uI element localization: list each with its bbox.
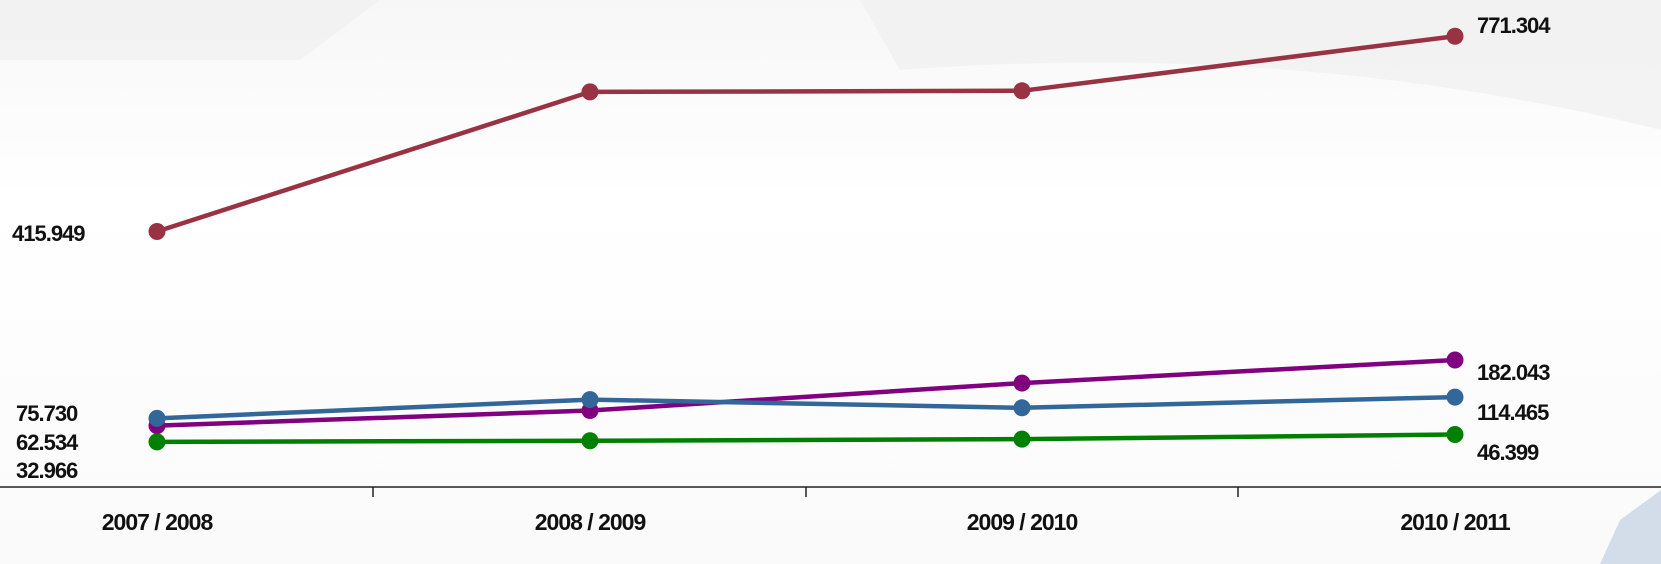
series-line (156, 432, 1456, 445)
data-point (1446, 388, 1464, 406)
data-label: 75.730 (16, 401, 78, 426)
data-point (581, 432, 599, 450)
series-layer (148, 27, 1464, 451)
data-label: 182.043 (1477, 360, 1550, 385)
data-label: 46.399 (1477, 440, 1539, 465)
series-line (156, 34, 1456, 234)
x-tick-label: 2009 / 2010 (967, 509, 1078, 535)
x-tick-label: 2010 / 2011 (1400, 509, 1510, 535)
data-point (148, 433, 166, 451)
data-label: 415.949 (12, 221, 85, 246)
data-point (1446, 351, 1464, 369)
x-tick-label: 2007 / 2008 (102, 509, 214, 535)
x-axis-ticks (372, 487, 1239, 497)
data-point (1446, 426, 1464, 444)
data-point (1013, 430, 1031, 448)
data-point (148, 409, 166, 427)
series-line (156, 357, 1456, 428)
x-tick-label: 2008 / 2009 (535, 509, 646, 535)
data-point (1013, 82, 1031, 100)
data-label: 771.304 (1477, 13, 1551, 38)
data-label: 32.966 (16, 458, 78, 483)
data-label: 62.534 (16, 430, 79, 455)
data-point (1013, 399, 1031, 417)
data-label: 114.465 (1477, 400, 1549, 425)
data-point (581, 391, 599, 409)
data-label-layer: 415.949 771.304 62.534 182.043 75.730 114.465… (12, 13, 1552, 483)
series-line (156, 394, 1456, 421)
data-point (148, 222, 166, 240)
x-axis-tick-labels: 2007 / 2008 2008 / 2009 2009 / 2010 2010 / … (102, 509, 1512, 535)
data-point (581, 83, 599, 101)
data-point (1446, 27, 1464, 45)
data-point (1013, 374, 1031, 392)
